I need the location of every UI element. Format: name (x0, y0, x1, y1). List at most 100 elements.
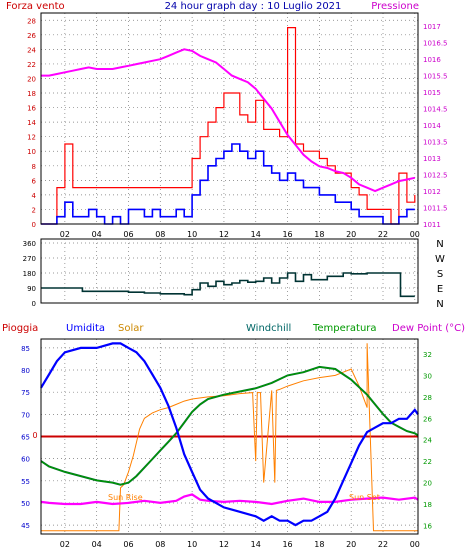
pressure-tick: 1017 (423, 23, 441, 31)
wind-panel-frame (40, 12, 419, 225)
wind-speed-tick: 12 (27, 134, 36, 142)
humidity-tick: 50 (21, 500, 30, 508)
pressure-tick: 1012 (423, 188, 441, 196)
humidity-ticks: 45 50 55 60 65 70 75 80 85 (21, 345, 30, 530)
humidity-tick: 75 (21, 389, 30, 397)
pressure-tick: 1016 (423, 56, 441, 64)
temperature-tick: 28 (423, 394, 432, 402)
dew-point-label: Dew Point (°C) (392, 323, 465, 334)
temperature-grid (41, 339, 418, 534)
temperature-tick: 24 (423, 437, 432, 445)
gust-series-line (41, 27, 416, 225)
wind-speed-tick: 22 (27, 61, 36, 69)
wind-speed-tick: 28 (27, 17, 36, 25)
pressure-tick: 1013 (423, 155, 441, 163)
x-tick-label: 10 (187, 230, 197, 239)
rain-tick-label: 0 (32, 431, 37, 440)
pressure-tick: 1013.5 (423, 139, 448, 147)
wind-speed-tick: 4 (32, 192, 37, 200)
solar-series-line (41, 343, 418, 532)
pressure-tick: 1014 (423, 122, 441, 130)
x-tick-label: 16 (282, 540, 292, 549)
x-tick-label: 12 (219, 230, 229, 239)
humidity-series-line (40, 342, 419, 527)
windchill-label: Windchill (246, 323, 291, 334)
x-tick-label: 04 (92, 230, 102, 239)
pressure-tick: 1012.5 (423, 172, 448, 180)
wind-grid (41, 13, 418, 225)
direction-ticks: 0 90 180 270 360 (23, 240, 36, 308)
direction-grid (41, 239, 418, 304)
direction-panel-frame (40, 238, 419, 304)
x-tick-label: 20 (346, 540, 356, 549)
x-tick-label: 06 (123, 230, 133, 239)
temperature-tick: 26 (423, 415, 432, 423)
wind-speed-tick: 2 (32, 206, 36, 214)
wind-speed-series-line (41, 143, 415, 225)
x-tick-label: 20 (346, 230, 356, 239)
x-tick-label: 10 (187, 540, 197, 549)
compass-label: E (437, 284, 443, 295)
direction-tick: 90 (27, 285, 36, 293)
x-tick-label: 06 (123, 540, 133, 549)
humidity-label: Umidita (66, 323, 105, 334)
x-tick-label: 04 (92, 540, 102, 549)
humidity-tick: 60 (21, 456, 30, 464)
pressure-tick: 1014.5 (423, 106, 448, 114)
wind-x-ticks: 02 04 06 08 10 12 14 16 18 20 22 00 (60, 230, 420, 239)
dew-point-series-line (40, 493, 419, 506)
temperature-tick: 16 (423, 522, 432, 530)
humidity-tick: 65 (21, 434, 30, 442)
pressure-tick: 1015.5 (423, 73, 448, 81)
x-tick-label: 14 (251, 540, 261, 549)
humidity-tick: 85 (21, 345, 30, 353)
temperature-tick: 18 (423, 501, 432, 509)
direction-tick: 0 (32, 300, 36, 308)
x-tick-label: 12 (219, 540, 229, 549)
chart-title: 24 hour graph day : 10 Luglio 2021 (165, 1, 342, 12)
compass-label: S (437, 269, 443, 280)
temperature-ticks: 16 18 20 22 24 26 28 30 32 (423, 351, 432, 530)
compass-label: N (436, 239, 443, 250)
x-tick-label: 16 (282, 230, 292, 239)
pressure-axis-label: Pressione (371, 1, 419, 12)
x-tick-label: 02 (60, 230, 70, 239)
wind-speed-tick: 14 (27, 119, 36, 127)
wind-speed-tick: 24 (27, 46, 36, 54)
rain-label: Pioggia (2, 323, 38, 334)
pressure-series-line (41, 48, 416, 193)
windchill-series-line (40, 365, 419, 486)
temperature-label: Temperatura (312, 323, 377, 334)
wind-speed-tick: 8 (32, 163, 36, 171)
direction-series (41, 272, 415, 298)
pressure-tick: 1016.5 (423, 40, 448, 48)
humidity-tick: 45 (21, 522, 30, 530)
x-tick-label: 00 (410, 230, 420, 239)
direction-tick: 180 (23, 270, 36, 278)
x-tick-label: 22 (378, 230, 388, 239)
x-tick-label: 18 (314, 540, 324, 549)
humidity-tick: 80 (21, 367, 30, 375)
direction-series-line (41, 272, 415, 298)
x-tick-label: 22 (378, 540, 388, 549)
temperature-tick: 22 (423, 458, 432, 466)
pressure-ticks: 1011 1011.5 1012 1012.5 1013 1013.5 1014 1014.5… (423, 23, 448, 229)
wind-series (41, 27, 416, 225)
temperature-tick: 20 (423, 480, 432, 488)
temperature-tick: 32 (423, 351, 432, 359)
direction-tick: 270 (23, 255, 36, 263)
x-tick-label: 14 (251, 230, 261, 239)
x-tick-label: 18 (314, 230, 324, 239)
pressure-tick: 1011.5 (423, 205, 448, 213)
compass-label: W (435, 254, 445, 265)
x-tick-label: 00 (410, 540, 420, 549)
pressure-tick: 1015 (423, 89, 441, 97)
wind-speed-tick: 20 (27, 75, 36, 83)
temperature-panel-frame (40, 338, 419, 535)
wind-speed-tick: 6 (32, 177, 37, 185)
solar-label: Solar (118, 323, 144, 334)
